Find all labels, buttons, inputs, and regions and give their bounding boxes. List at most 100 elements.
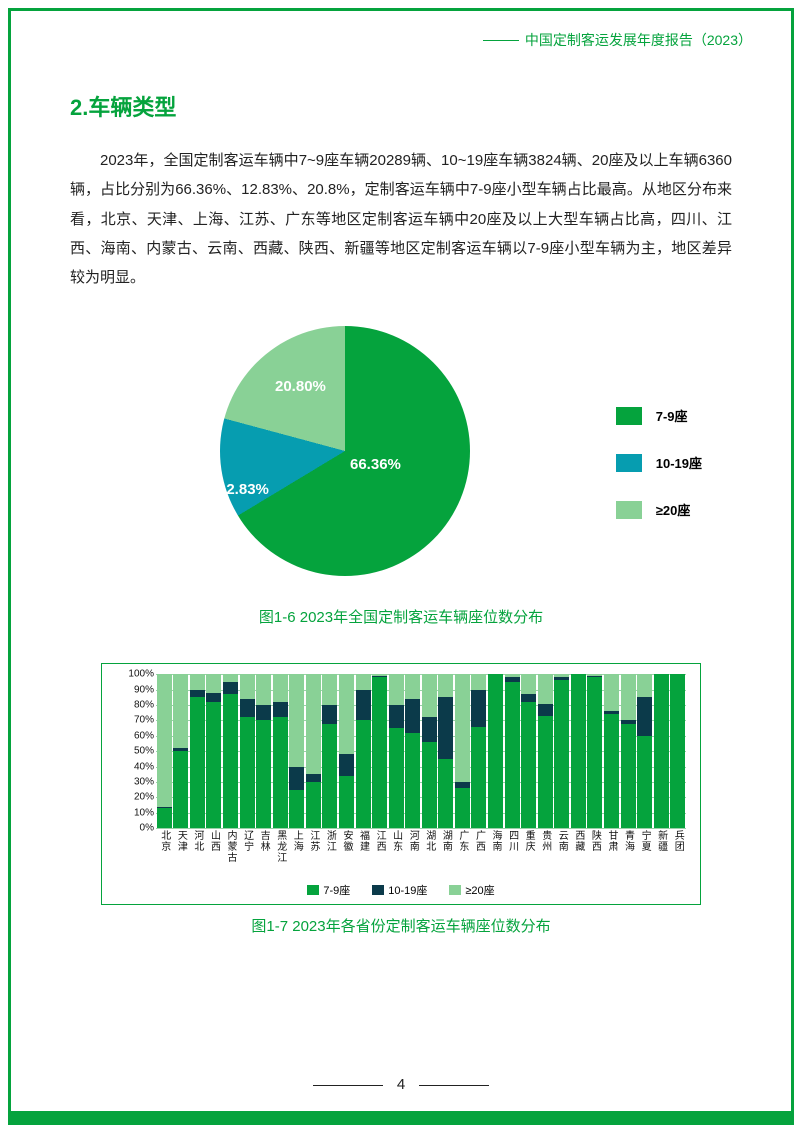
- pie-graphic: [220, 326, 470, 576]
- bar-column: 广西: [471, 674, 486, 828]
- bar-caption: 图1-7 2023年各省份定制客运车辆座位数分布: [70, 915, 732, 936]
- bar-segment: [389, 728, 404, 828]
- page-footer: 4: [0, 1076, 802, 1093]
- bar-segment: [256, 705, 271, 720]
- bar-segment: [240, 717, 255, 828]
- bar-column: 山东: [389, 674, 404, 828]
- bar-legend-item: 7-9座: [307, 882, 350, 898]
- bar-legend-item: ≥20座: [449, 882, 494, 898]
- bar-column: 海南: [488, 674, 503, 828]
- bar-column: 陕西: [587, 674, 602, 828]
- bar-column: 吉林: [256, 674, 271, 828]
- bar-segment: [339, 674, 354, 754]
- bar-chart: 0%10%20%30%40%50%60%70%80%90%100% 北京天津河北…: [116, 674, 686, 874]
- legend-item: ≥20座: [616, 500, 702, 519]
- legend-swatch: [616, 454, 642, 472]
- bar-segment: [637, 674, 652, 697]
- bar-column: 河北: [190, 674, 205, 828]
- bar-column: 天津: [173, 674, 188, 828]
- bar-segment: [372, 677, 387, 828]
- y-tick-label: 40%: [134, 761, 154, 772]
- bar-x-label: 宁夏: [637, 828, 652, 852]
- bar-column: 重庆: [521, 674, 536, 828]
- bar-legend-label: 7-9座: [323, 882, 350, 898]
- bar-segment: [505, 674, 520, 677]
- y-tick-label: 60%: [134, 730, 154, 741]
- bar-column: 山西: [206, 674, 221, 828]
- bar-y-axis: 0%10%20%30%40%50%60%70%80%90%100%: [116, 674, 156, 828]
- pie-legend: 7-9座10-19座≥20座: [616, 406, 702, 547]
- legend-swatch: [616, 407, 642, 425]
- bar-x-label: 湖北: [422, 828, 437, 852]
- bar-segment: [637, 697, 652, 736]
- bar-segment: [471, 727, 486, 829]
- bar-segment: [521, 694, 536, 702]
- bar-x-label: 河北: [190, 828, 205, 852]
- bar-segment: [306, 774, 321, 782]
- bar-column: 宁夏: [637, 674, 652, 828]
- section-title: 2.车辆类型: [70, 90, 732, 122]
- bar-segment: [240, 674, 255, 699]
- bar-segment: [438, 674, 453, 697]
- bar-column: 内蒙古: [223, 674, 238, 828]
- bar-segment: [670, 674, 685, 828]
- body-paragraph: 2023年，全国定制客运车辆中7~9座车辆20289辆、10~19座车辆3824…: [70, 146, 732, 292]
- bar-x-label: 山东: [389, 828, 404, 852]
- y-tick-label: 10%: [134, 807, 154, 818]
- bar-segment: [206, 693, 221, 702]
- bar-x-label: 安徽: [339, 828, 354, 852]
- y-tick-label: 100%: [128, 669, 154, 680]
- bar-segment: [372, 676, 387, 678]
- bar-segment: [538, 674, 553, 703]
- bar-x-label: 兵团: [670, 828, 685, 852]
- bar-x-label: 海南: [488, 828, 503, 852]
- bar-column: 兵团: [670, 674, 685, 828]
- bar-segment: [587, 676, 602, 678]
- bar-segment: [389, 705, 404, 728]
- bar-column: 湖南: [438, 674, 453, 828]
- bar-segment: [554, 680, 569, 828]
- bar-segment: [405, 699, 420, 733]
- running-header: 中国定制客运发展年度报告（2023）: [525, 30, 752, 50]
- bar-legend-label: 10-19座: [388, 882, 427, 898]
- bar-segment: [190, 690, 205, 698]
- bar-x-label: 广西: [471, 828, 486, 852]
- pie-slice-label: 66.36%: [350, 456, 401, 473]
- bar-column: 四川: [505, 674, 520, 828]
- bar-column: 青海: [621, 674, 636, 828]
- bar-segment: [289, 674, 304, 766]
- bar-segment: [190, 697, 205, 828]
- bar-x-label: 吉林: [256, 828, 271, 852]
- bar-segment: [455, 788, 470, 828]
- bar-segment: [322, 674, 337, 705]
- bar-segment: [621, 674, 636, 720]
- bar-x-label: 内蒙古: [223, 828, 238, 863]
- bar-plot-area: 北京天津河北山西内蒙古辽宁吉林黑龙江上海江苏浙江安徽福建江西山东河南湖北湖南广东…: [156, 674, 686, 828]
- bar-x-label: 河南: [405, 828, 420, 852]
- bar-x-label: 四川: [505, 828, 520, 852]
- bar-segment: [157, 807, 172, 809]
- bar-column: 甘肃: [604, 674, 619, 828]
- bar-x-label: 福建: [356, 828, 371, 852]
- bar-column: 辽宁: [240, 674, 255, 828]
- bar-x-label: 北京: [157, 828, 172, 852]
- bar-segment: [538, 716, 553, 828]
- bar-column: 江苏: [306, 674, 321, 828]
- y-tick-label: 90%: [134, 684, 154, 695]
- bar-segment: [521, 674, 536, 694]
- y-tick-label: 20%: [134, 792, 154, 803]
- pie-slice-label: 12.83%: [218, 481, 269, 498]
- bar-segment: [422, 742, 437, 828]
- bar-segment: [405, 674, 420, 699]
- bar-x-label: 甘肃: [604, 828, 619, 852]
- bar-segment: [356, 674, 371, 689]
- y-tick-label: 0%: [140, 823, 154, 834]
- bar-column: 西藏: [571, 674, 586, 828]
- bar-x-label: 浙江: [322, 828, 337, 852]
- footer-rule-right: [419, 1085, 489, 1086]
- bar-segment: [587, 674, 602, 676]
- pie-chart: 7-9座10-19座≥20座 66.36%12.83%20.80%: [70, 316, 732, 596]
- bar-legend-swatch: [307, 885, 319, 895]
- bar-segment: [455, 674, 470, 782]
- bar-segment: [422, 674, 437, 717]
